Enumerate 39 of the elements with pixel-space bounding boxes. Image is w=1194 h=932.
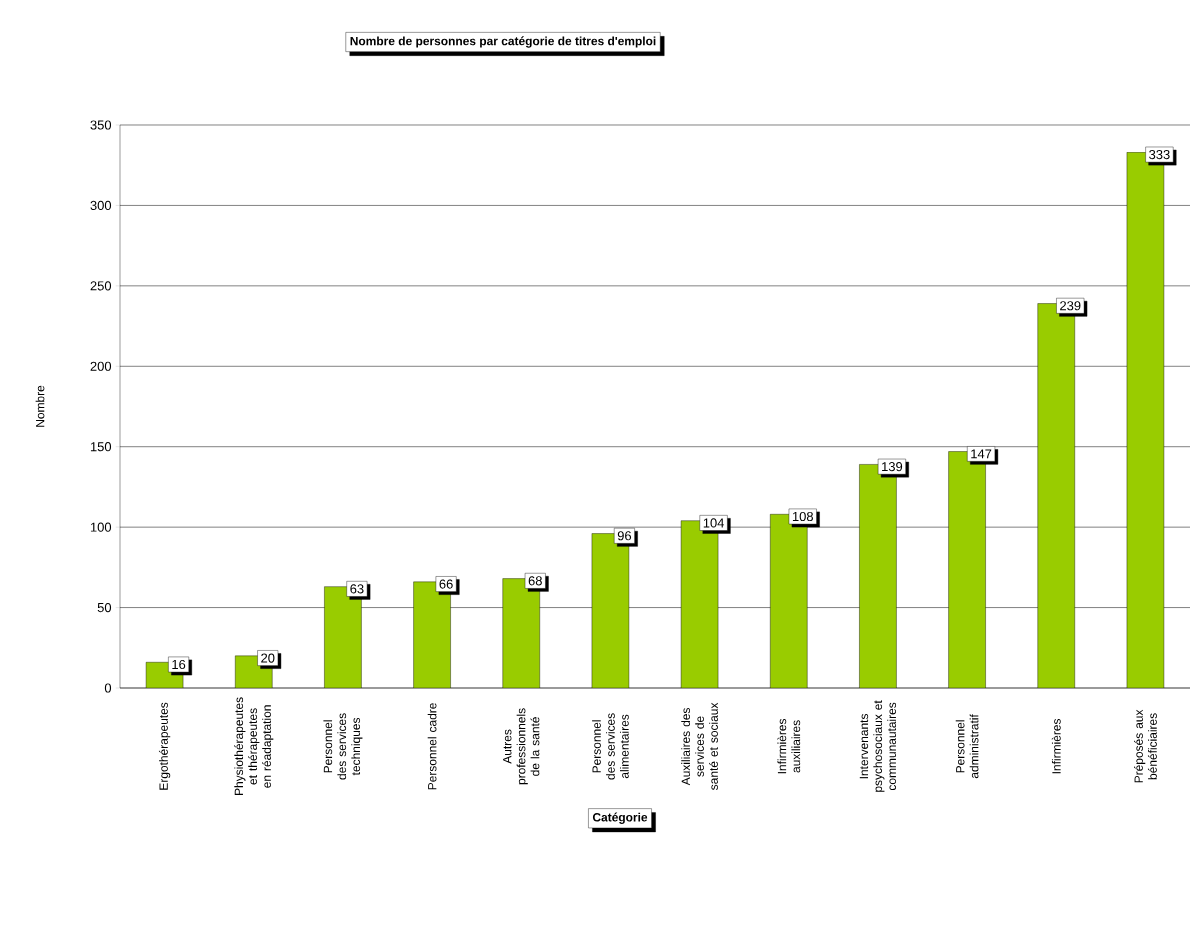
x-tick-label: Personnel des services techniques [323,713,363,780]
x-tick-label: Infirmières [1051,718,1061,774]
y-tick-label: 350 [90,120,112,130]
y-tick-label: 100 [90,522,112,532]
data-label: 239 [1060,301,1081,311]
bar [502,578,540,688]
data-label: 66 [439,579,453,589]
bar [324,586,362,688]
chart-title: Nombre de personnes par catégorie de titres d'emploi [350,36,656,48]
x-tick-label: Préposés aux bénéficiaires [1134,709,1157,783]
data-label: 20 [261,653,275,663]
data-label: 139 [882,462,903,472]
x-tick-label: Intervenants psychosociaux et communautaires [859,700,897,792]
data-label: 147 [971,449,992,459]
x-tick-label: Infirmières auxiliaires [777,718,801,774]
x-tick-label: Auxiliaires des services de santé et sociaux [681,702,718,790]
y-tick-label: 250 [90,281,112,291]
data-label: 63 [350,584,364,594]
y-tick-label: 200 [90,361,112,371]
data-label: 104 [703,518,725,528]
x-tick-label: Personnel administratif [955,714,979,779]
x-tick-label: Ergothérapeutes [158,702,171,790]
y-tick-label: 150 [90,442,112,452]
data-label: 333 [1149,149,1170,160]
y-tick-label: 0 [104,683,112,693]
x-tick-label: Personnel des services alimentaires [592,713,629,780]
x-tick-label: Autres professionnels de la santé [503,708,540,785]
data-label: 108 [792,511,813,522]
y-tick-label: 300 [90,200,112,211]
data-label: 68 [528,576,542,586]
bar [591,533,630,688]
x-tick-label: Personnel cadre [427,703,437,790]
x-axis-title: Catégorie [592,812,648,824]
data-label: 96 [617,531,632,541]
bar [413,581,451,688]
data-label: 16 [172,659,186,670]
y-tick-label: 50 [97,602,112,613]
x-tick-label: Physiothérapeutes et thérapeutes en réadaptation [234,697,274,795]
y-axis-title: Nombre [35,385,45,427]
